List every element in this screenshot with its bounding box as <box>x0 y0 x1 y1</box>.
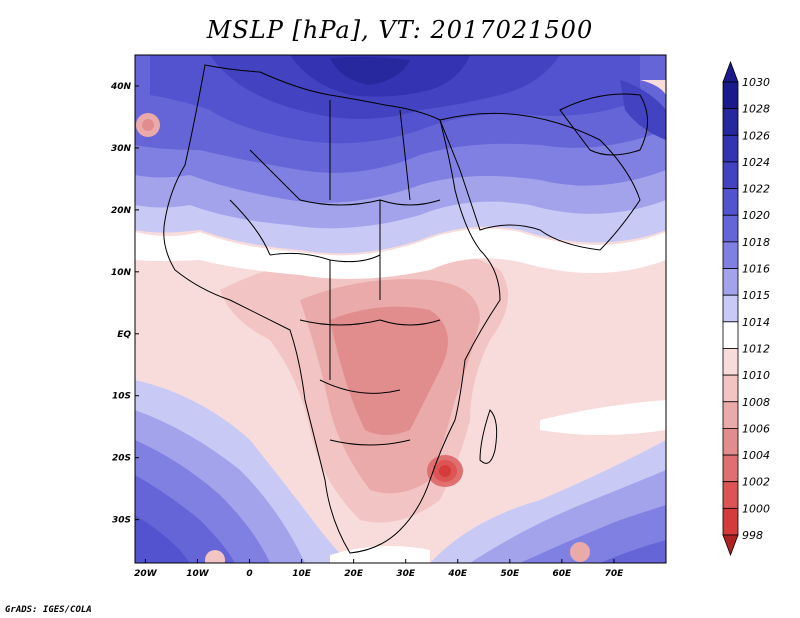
small-low-south <box>205 550 225 563</box>
latitude-labels: 40N 30N 20N 10N EQ 10S 20S 30S <box>110 82 139 526</box>
arabia <box>439 112 641 251</box>
lat-tick-label: 10N <box>111 268 132 278</box>
colorbar-label: 998 <box>742 529 763 542</box>
contour-1020-se <box>600 540 666 563</box>
lon-tick-label: 60E <box>553 569 573 579</box>
map-title: MSLP [hPa], VT: 2017021500 <box>206 16 594 44</box>
lat-tick-label: 10S <box>112 392 131 402</box>
contour-1022-sw <box>135 515 190 563</box>
colorbar-label: 1020 <box>742 209 770 222</box>
lon-tick-label: 10W <box>186 569 210 579</box>
colorbar-box <box>722 81 739 110</box>
lon-tick-label: 40E <box>447 569 468 579</box>
colorbar-box <box>722 401 739 429</box>
lon-tick-label: 50E <box>500 569 520 579</box>
longitude-labels: 20W 10W 0 10E 20E 30E 40E 50E 60E 70E <box>134 559 624 579</box>
contour-1024-east <box>620 80 666 140</box>
lat-tick-label: 40N <box>110 82 132 92</box>
colorbar-box <box>722 268 739 296</box>
colorbar-box <box>722 294 739 323</box>
lon-tick-label: 20W <box>134 569 158 579</box>
lat-tick-label: EQ <box>117 330 131 340</box>
contour-1014-band <box>540 400 666 435</box>
colorbar-box <box>722 374 739 403</box>
colorbar-box <box>722 348 739 376</box>
lat-tick-label: 30S <box>112 516 131 526</box>
contour-1000 <box>439 465 451 477</box>
colorbar-label: 1008 <box>742 396 770 409</box>
colorbar-box <box>722 321 739 349</box>
coastlines <box>163 64 648 554</box>
colorbar-label: 1028 <box>742 103 770 116</box>
credit-text: GrADS: IGES/COLA <box>5 605 92 615</box>
colorbar-label: 1018 <box>742 236 770 249</box>
lon-tick-label: 20E <box>344 569 364 579</box>
colorbar-box <box>722 188 739 216</box>
lat-tick-label: 20S <box>112 454 131 464</box>
contour-1018-se <box>520 505 666 563</box>
lon-tick-label: 70E <box>605 569 625 579</box>
colorbar: 1030 1028 1026 1024 1022 1020 1018 1016 1015 1014… <box>722 60 770 557</box>
colorbar-label: 1006 <box>742 422 770 435</box>
colorbar-label: 1010 <box>742 369 770 382</box>
colorbar-box <box>722 108 739 136</box>
small-low-indian <box>570 542 590 562</box>
colorbar-label: 1000 <box>742 502 770 515</box>
colorbar-box <box>722 481 739 509</box>
colorbar-label: 1030 <box>742 76 770 89</box>
map-frame <box>134 54 667 564</box>
lon-tick-label: 10E <box>292 569 312 579</box>
lon-tick-label: 0 <box>246 569 252 579</box>
colorbar-box <box>722 161 739 189</box>
colorbar-label: 1004 <box>742 449 770 462</box>
colorbar-label: 1022 <box>742 183 770 196</box>
colorbar-label: 1024 <box>742 156 770 169</box>
pressure-field <box>135 55 666 563</box>
colorbar-box <box>722 134 739 163</box>
contour-1014-south <box>330 546 430 563</box>
contour-1014-north <box>135 228 666 279</box>
colorbar-box <box>722 454 739 483</box>
lon-tick-label: 30E <box>396 569 416 579</box>
lat-tick-label: 20N <box>111 206 132 216</box>
lat-tick-label: 30N <box>111 144 132 154</box>
colorbar-label: 1026 <box>742 129 770 142</box>
colorbar-label: 1016 <box>742 263 770 276</box>
colorbar-arrow-top <box>722 60 739 83</box>
colorbar-label: 1012 <box>742 342 770 355</box>
colorbar-label: 1014 <box>742 316 770 329</box>
colorbar-label: 1015 <box>742 289 770 302</box>
colorbar-box <box>722 428 739 456</box>
contour-1028 <box>330 56 410 85</box>
colorbar-box <box>722 214 739 243</box>
colorbar-box <box>722 241 739 269</box>
madagascar <box>479 409 498 464</box>
colorbar-arrow-bottom <box>722 534 739 557</box>
colorbar-label: 1002 <box>742 476 770 489</box>
contour-1006 <box>330 306 448 435</box>
colorbar-box <box>722 507 739 536</box>
